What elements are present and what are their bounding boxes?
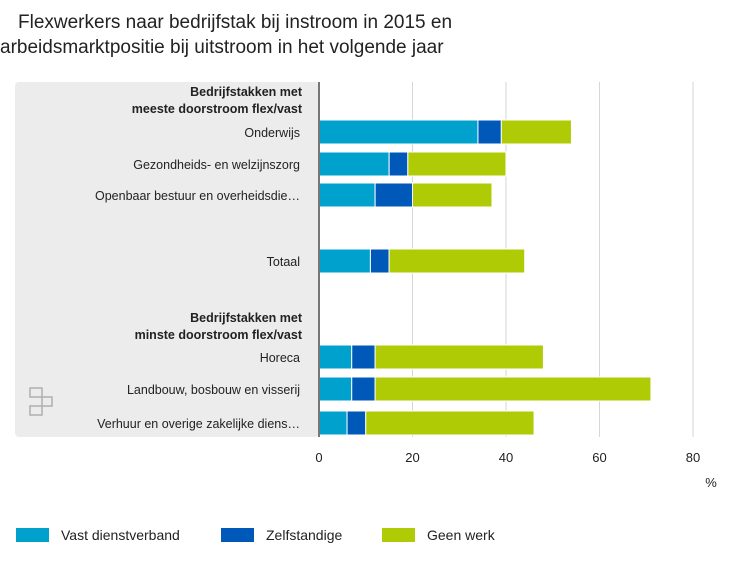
bar-segment <box>388 248 526 274</box>
category-label: Openbaar bestuur en overheidsdie… <box>95 189 300 203</box>
bar-segment <box>318 344 353 370</box>
legend-item-geen-werk: Geen werk <box>382 527 495 543</box>
x-tick-label: 40 <box>499 450 513 465</box>
chart-title-line-1: Flexwerkers naar bedrijfstak bij instroo… <box>18 12 453 33</box>
legend-swatch-geen-werk <box>382 528 415 542</box>
bar-segment <box>477 119 502 145</box>
bar-segment <box>365 410 535 436</box>
bar-segment <box>374 376 652 402</box>
bar-segment <box>407 151 507 177</box>
category-label: Verhuur en overige zakelijke diens… <box>97 417 300 431</box>
bar-segment <box>318 119 479 145</box>
category-label: Onderwijs <box>244 126 300 140</box>
logo-part <box>29 405 43 416</box>
category-label: Horeca <box>260 351 300 365</box>
group-header: meeste doorstroom flex/vast <box>132 102 303 116</box>
bar-segment <box>318 248 371 274</box>
x-tick-label: 60 <box>592 450 606 465</box>
logo-part <box>29 387 43 398</box>
chart-legend: Vast dienstverband Zelfstandige Geen wer… <box>0 527 750 547</box>
bar-segment <box>374 344 544 370</box>
bar-segment <box>318 376 353 402</box>
x-tick-label: 20 <box>405 450 419 465</box>
bar-segment <box>374 182 414 208</box>
legend-label-vast: Vast dienstverband <box>61 527 180 543</box>
bar-segment <box>318 410 348 436</box>
bar-segment <box>351 376 376 402</box>
bar-segment <box>412 182 493 208</box>
legend-item-zelfstandige: Zelfstandige <box>221 527 342 543</box>
bar-segment <box>369 248 390 274</box>
legend-label-zelfstandige: Zelfstandige <box>266 527 343 543</box>
x-axis-label: % <box>705 475 717 490</box>
bar-segment <box>388 151 409 177</box>
logo-part <box>41 396 53 407</box>
bar-segment <box>346 410 367 436</box>
group-header: minste doorstroom flex/vast <box>135 328 303 342</box>
bar-segment <box>318 151 390 177</box>
category-panel <box>15 82 319 437</box>
cbs-logo-icon <box>29 387 53 416</box>
legend-swatch-zelfstandige <box>221 528 254 542</box>
legend-swatch-vast <box>16 528 49 542</box>
bar-segment <box>318 182 376 208</box>
group-header: Bedrijfstakken met <box>190 311 303 325</box>
bar-segment <box>500 119 572 145</box>
bar-chart: Bedrijfstakken met meeste doorstroom flex… <box>15 82 717 490</box>
x-tick-label: 80 <box>686 450 700 465</box>
legend-label-geen-werk: Geen werk <box>427 527 495 543</box>
chart-title-line-2: arbeidsmarktpositie bij uitstroom in het… <box>0 37 444 58</box>
category-label: Totaal <box>267 255 300 269</box>
category-label: Gezondheids- en welzijnszorg <box>133 158 300 172</box>
legend-item-vast: Vast dienstverband <box>16 527 180 543</box>
x-tick-label: 0 <box>315 450 322 465</box>
group-header: Bedrijfstakken met <box>190 85 303 99</box>
category-label: Landbouw, bosbouw en visserij <box>127 383 300 397</box>
bar-segment <box>351 344 376 370</box>
